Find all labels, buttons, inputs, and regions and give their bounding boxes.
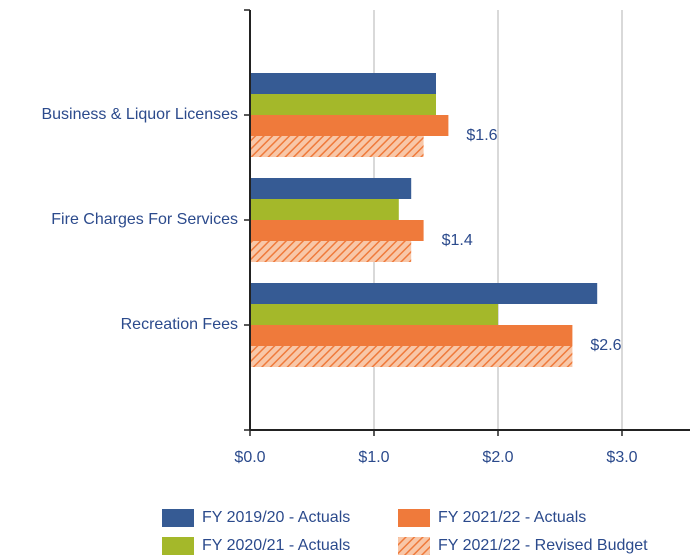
y-tick-label: Fire Charges For Services: [51, 211, 238, 228]
bar: [250, 178, 412, 199]
legend-label: FY 2021/22 - Actuals: [438, 509, 586, 526]
bar: [250, 241, 412, 262]
data-label: $1.4: [442, 232, 473, 249]
legend-swatch: [398, 509, 430, 527]
legend-swatch: [162, 509, 194, 527]
bar: [250, 283, 598, 304]
bar: [250, 94, 436, 115]
x-tick-label: $0.0: [234, 449, 265, 466]
data-label: $2.6: [590, 337, 621, 354]
bar: [250, 115, 449, 136]
bar: [250, 346, 573, 367]
data-label: $1.6: [466, 127, 497, 144]
bar: [250, 199, 399, 220]
bar: [250, 73, 436, 94]
x-tick-label: $2.0: [482, 449, 513, 466]
y-tick-label: Business & Liquor Licenses: [41, 106, 238, 123]
legend-swatch: [398, 537, 430, 555]
bar: [250, 304, 498, 325]
legend-label: FY 2019/20 - Actuals: [202, 509, 350, 526]
y-tick-label: Recreation Fees: [121, 316, 238, 333]
x-tick-label: $3.0: [606, 449, 637, 466]
legend-label: FY 2021/22 - Revised Budget: [438, 537, 648, 554]
bar: [250, 325, 573, 346]
legend-swatch: [162, 537, 194, 555]
x-tick-label: $1.0: [358, 449, 389, 466]
bar: [250, 220, 424, 241]
bar: [250, 136, 424, 157]
legend-label: FY 2020/21 - Actuals: [202, 537, 350, 554]
